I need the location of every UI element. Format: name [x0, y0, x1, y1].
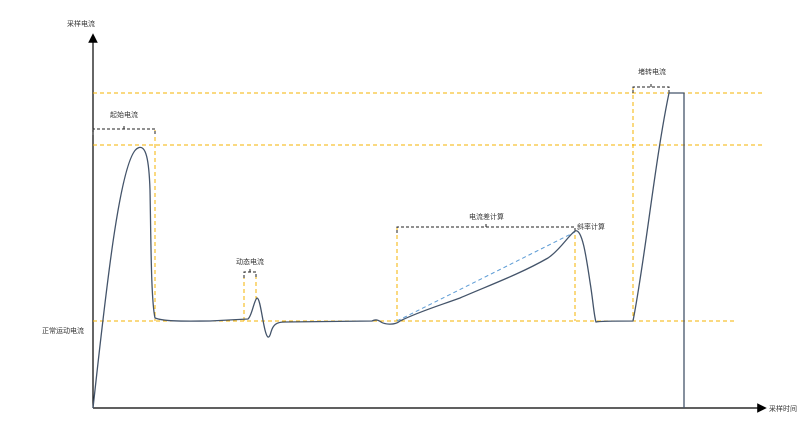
start-current-label: 起始电流: [110, 110, 138, 119]
x-axis-label: 采样时间: [769, 404, 797, 413]
stall-current-label: 堵转电流: [638, 67, 666, 76]
slope-calc-label: 斜率计算: [577, 222, 605, 231]
start-current-bracket: [92, 128, 156, 135]
current-diff-calc-label: 电流差计算: [469, 212, 504, 221]
current-diff-bracket: [396, 226, 576, 233]
stall-current-bracket: [632, 86, 670, 93]
current-curve: [92, 92, 685, 409]
y-axis-label: 采样电流: [67, 19, 95, 28]
slope-line: [396, 231, 576, 322]
dynamic-current-label: 动态电流: [236, 257, 264, 266]
dynamic-current-bracket: [243, 271, 257, 278]
normal-running-current-label: 正常运动电流: [42, 326, 84, 335]
